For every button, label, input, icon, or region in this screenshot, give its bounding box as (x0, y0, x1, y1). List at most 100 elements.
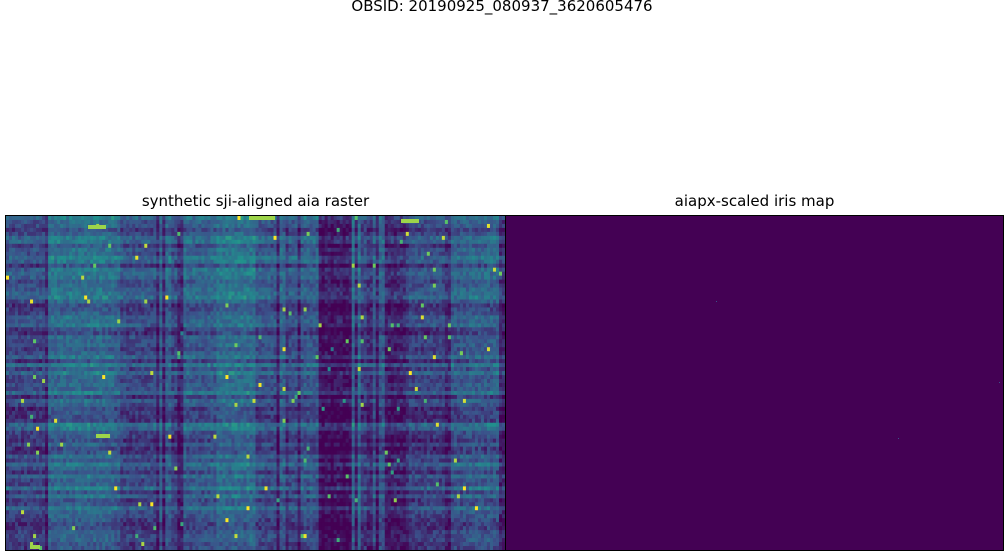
aia-raster-cell (309, 263, 314, 269)
aia-raster-cell (111, 295, 115, 300)
aia-raster-cell (423, 319, 428, 324)
aia-raster-cell (54, 291, 58, 296)
aia-raster-cell (399, 279, 404, 284)
aia-raster-cell (174, 219, 178, 225)
aia-raster-cell (174, 283, 178, 288)
aia-raster-cell (318, 255, 323, 261)
aia-raster-cell (465, 251, 470, 257)
aia-raster-cell (222, 223, 226, 229)
aia-raster-cell (120, 267, 124, 273)
aia-raster-cell (357, 287, 362, 292)
aia-raster-cell (498, 323, 503, 328)
aia-raster-cell (261, 279, 265, 284)
aia-raster-cell (81, 255, 85, 261)
aia-raster-cell (438, 267, 443, 273)
aia-raster-cell (297, 303, 301, 308)
aia-raster-cell (273, 219, 277, 225)
aia-raster-cell (255, 219, 259, 225)
aia-raster-cell (15, 219, 19, 225)
aia-raster-cell (48, 319, 52, 324)
aia-raster-cell (384, 331, 389, 336)
aia-raster-cell (120, 227, 124, 233)
aia-raster-cell (36, 275, 40, 281)
aia-raster-cell (213, 235, 217, 241)
aia-raster-cell (126, 295, 130, 300)
aia-raster-cell (450, 323, 455, 328)
aia-raster-cell (54, 223, 58, 229)
aia-raster-cell (138, 291, 142, 296)
aia-raster-cell (30, 251, 34, 257)
aia-raster-cell (444, 227, 449, 233)
aia-raster-cell (102, 263, 106, 269)
aia-raster-cell (45, 263, 49, 269)
aia-raster-cell (198, 291, 202, 296)
aia-raster-cell (9, 243, 13, 249)
aia-raster-cell (303, 323, 308, 328)
aia-raster-cell (9, 287, 13, 292)
aia-raster-cell (105, 311, 109, 316)
aia-raster-cell (207, 331, 211, 336)
aia-raster-cell (483, 291, 488, 296)
aia-raster-cell (297, 279, 301, 284)
aia-raster-cell (39, 227, 43, 233)
aia-raster-cell (399, 251, 404, 257)
aia-raster-cell (375, 243, 380, 249)
aia-raster-cell (126, 219, 130, 225)
aia-raster-cell (225, 315, 229, 320)
left-panel-title: synthetic sji-aligned aia raster (141, 192, 370, 210)
aia-raster-cell (174, 319, 178, 324)
aia-raster-cell (177, 223, 181, 229)
aia-raster-cell (435, 227, 440, 233)
aia-raster-cell (234, 275, 238, 281)
aia-raster-cell (408, 279, 413, 284)
aia-raster-cell (456, 216, 461, 221)
aia-raster-cell (411, 255, 416, 261)
aia-raster-cell (474, 231, 479, 237)
aia-raster-cell (261, 295, 265, 300)
aia-raster-cell (78, 255, 82, 261)
aia-raster-cell (21, 315, 25, 320)
aia-raster-cell (171, 279, 175, 284)
aia-raster-cell (243, 247, 247, 253)
aia-raster-cell (54, 231, 58, 237)
aia-raster-cell (384, 267, 389, 273)
aia-raster-cell (165, 227, 169, 233)
aia-raster-cell (207, 303, 211, 308)
aia-raster-cell (159, 307, 163, 312)
aia-raster-cell (303, 279, 308, 284)
aia-raster-cell (72, 255, 76, 261)
aia-raster-cell (84, 275, 88, 281)
aia-raster-cell (108, 331, 112, 336)
aia-raster-cell (228, 299, 232, 304)
aia-raster-cell (33, 239, 37, 245)
aia-raster-cell (72, 231, 76, 237)
aia-raster-cell (171, 259, 175, 265)
aia-raster-cell (225, 279, 229, 284)
aia-raster-cell (336, 283, 341, 288)
aia-raster-cell (471, 259, 476, 265)
aia-raster-cell (42, 295, 46, 300)
aia-raster-cell (147, 216, 151, 221)
aia-raster-cell (204, 267, 208, 273)
aia-raster-cell (147, 323, 151, 328)
aia-raster-cell (33, 283, 37, 288)
aia-raster-cell (243, 319, 247, 324)
aia-raster-cell (243, 295, 247, 300)
aia-raster-cell (339, 271, 344, 277)
aia-raster-cell (27, 311, 31, 316)
aia-raster-cell (351, 331, 356, 336)
aia-raster-cell (273, 255, 277, 261)
aia-raster-cell (330, 259, 335, 265)
aia-raster-cell (222, 216, 226, 221)
aia-raster-cell (183, 303, 187, 308)
aia-raster-cell (114, 323, 118, 328)
aia-raster-cell (339, 295, 344, 300)
aia-raster-cell (213, 311, 217, 316)
aia-raster-cell (462, 239, 467, 245)
aia-raster-cell (387, 243, 392, 249)
aia-raster-cell (69, 251, 73, 257)
aia-raster-cell (399, 303, 404, 308)
aia-raster-cell (147, 295, 151, 300)
aia-raster-cell (399, 223, 404, 229)
aia-raster-cell (117, 283, 121, 288)
